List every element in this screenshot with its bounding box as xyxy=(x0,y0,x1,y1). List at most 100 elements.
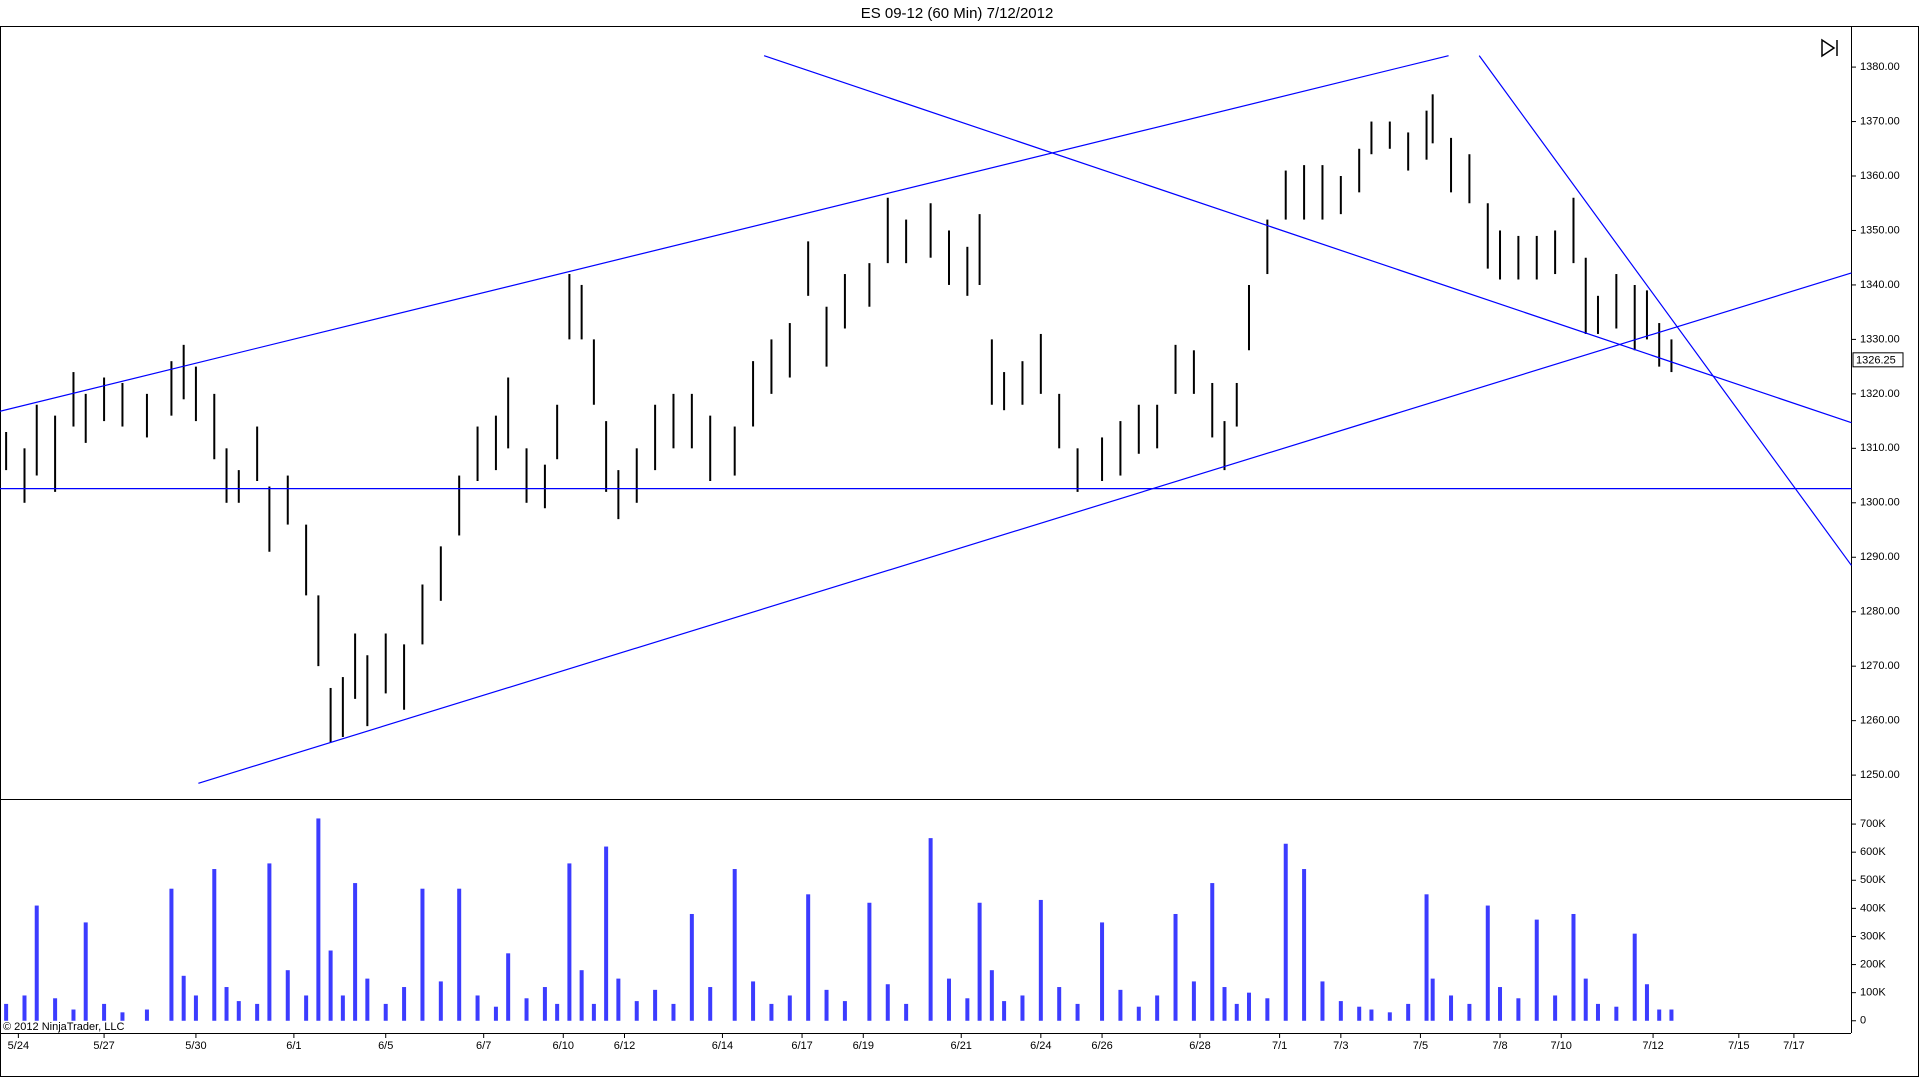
x-tick-label: 7/17 xyxy=(1783,1040,1804,1052)
volume-bar xyxy=(1020,995,1025,1021)
y-tick-label: 1270.00 xyxy=(1860,660,1900,672)
volume-bar xyxy=(267,863,272,1021)
volume-bar xyxy=(1234,1003,1239,1021)
volume-bar xyxy=(181,975,186,1021)
volume-bar xyxy=(328,950,333,1021)
x-tick-label: 6/12 xyxy=(614,1040,635,1052)
y-tick-label: 1260.00 xyxy=(1860,715,1900,727)
volume-bar xyxy=(653,989,658,1021)
frame xyxy=(0,26,1919,1077)
x-tick-label: 6/17 xyxy=(791,1040,812,1052)
x-tick-label: 7/5 xyxy=(1413,1040,1428,1052)
volume-bar xyxy=(634,1001,639,1021)
volume-bar xyxy=(1406,1003,1411,1021)
volume-bar xyxy=(1516,998,1521,1021)
volume-bar xyxy=(1173,913,1178,1021)
volume-bar xyxy=(1534,919,1539,1021)
volume-bar xyxy=(751,981,756,1021)
volume-bar xyxy=(1320,981,1325,1021)
x-tick-label: 6/14 xyxy=(712,1040,733,1052)
volume-bar xyxy=(1100,922,1105,1021)
y-tick-label: 1350.00 xyxy=(1860,224,1900,236)
y-tick-label: 1310.00 xyxy=(1860,442,1900,454)
volume-bar xyxy=(1057,987,1062,1021)
volume-bar xyxy=(83,922,88,1021)
y-tick-label: 600K xyxy=(1860,846,1886,858)
volume-bar xyxy=(1485,905,1490,1021)
volume-bar xyxy=(304,995,309,1021)
volume-bar xyxy=(1369,1009,1374,1021)
volume-bar xyxy=(1222,987,1227,1021)
volume-bar xyxy=(1669,1009,1674,1021)
x-tick-label: 7/10 xyxy=(1551,1040,1572,1052)
x-tick-label: 7/15 xyxy=(1728,1040,1749,1052)
last-price-box xyxy=(1852,352,1904,368)
volume-bar xyxy=(402,987,407,1021)
x-tick-label: 6/1 xyxy=(286,1040,301,1052)
volume-bar xyxy=(904,1003,909,1021)
y-tick-label: 1380.00 xyxy=(1860,61,1900,73)
x-tick-label: 7/12 xyxy=(1642,1040,1663,1052)
volume-bar xyxy=(1571,913,1576,1021)
volume-bar xyxy=(53,998,58,1021)
volume-bar xyxy=(1002,1001,1007,1021)
trend-line xyxy=(198,272,1852,784)
volume-bar xyxy=(842,1001,847,1021)
volume-bar xyxy=(169,888,174,1021)
scroll-end-icon[interactable] xyxy=(1821,38,1838,58)
volume-bar xyxy=(732,869,737,1021)
x-tick-label: 5/24 xyxy=(8,1040,29,1052)
y-tick-label: 0 xyxy=(1860,1015,1866,1027)
volume-bar xyxy=(1467,1003,1472,1021)
volume-bar xyxy=(1265,998,1270,1021)
volume-bar xyxy=(867,902,872,1021)
volume-bar xyxy=(475,995,480,1021)
volume-bar xyxy=(383,1003,388,1021)
volume-bar xyxy=(22,995,27,1021)
volume-bar xyxy=(316,818,321,1021)
volume-bar xyxy=(616,978,621,1021)
y-tick-label: 1280.00 xyxy=(1860,606,1900,618)
volume-bar xyxy=(1075,1003,1080,1021)
volume-bar xyxy=(255,1003,260,1021)
trend-line xyxy=(763,55,1852,424)
x-tick-label: 6/28 xyxy=(1189,1040,1210,1052)
volume-bar xyxy=(524,998,529,1021)
y-tick-label: 1370.00 xyxy=(1860,115,1900,127)
y-tick-label: 1330.00 xyxy=(1860,333,1900,345)
volume-bar xyxy=(506,953,511,1021)
volume-bar xyxy=(340,995,345,1021)
volume-bar xyxy=(1387,1012,1392,1021)
volume-bar xyxy=(989,970,994,1021)
volume-bar xyxy=(144,1009,149,1021)
x-tick-label: 5/27 xyxy=(93,1040,114,1052)
trend-line xyxy=(1478,55,1852,566)
volume-bar xyxy=(420,888,425,1021)
volume-bar xyxy=(353,883,358,1021)
x-tick-label: 6/7 xyxy=(476,1040,491,1052)
volume-bar xyxy=(1449,995,1454,1021)
volume-bar xyxy=(965,998,970,1021)
x-tick-label: 5/30 xyxy=(185,1040,206,1052)
volume-bar xyxy=(1357,1006,1362,1021)
volume-bar xyxy=(1038,899,1043,1021)
volume-bar xyxy=(708,987,713,1021)
volume-bar xyxy=(1614,1006,1619,1021)
volume-bar xyxy=(579,970,584,1021)
x-tick-label: 7/1 xyxy=(1272,1040,1287,1052)
volume-bar xyxy=(193,995,198,1021)
volume-bar xyxy=(1283,843,1288,1021)
volume-bar xyxy=(977,902,982,1021)
y-tick-label: 300K xyxy=(1860,930,1886,942)
last-price-label: 1326.25 xyxy=(1856,355,1896,367)
y-tick-label: 100K xyxy=(1860,987,1886,999)
x-tick-label: 6/5 xyxy=(378,1040,393,1052)
volume-bar xyxy=(365,978,370,1021)
volume-bar xyxy=(1136,1006,1141,1021)
volume-bar xyxy=(1498,987,1503,1021)
y-tick-label: 1340.00 xyxy=(1860,279,1900,291)
volume-bar xyxy=(285,970,290,1021)
volume-bar xyxy=(885,984,890,1021)
volume-bar xyxy=(567,863,572,1021)
volume-bar xyxy=(1657,1009,1662,1021)
